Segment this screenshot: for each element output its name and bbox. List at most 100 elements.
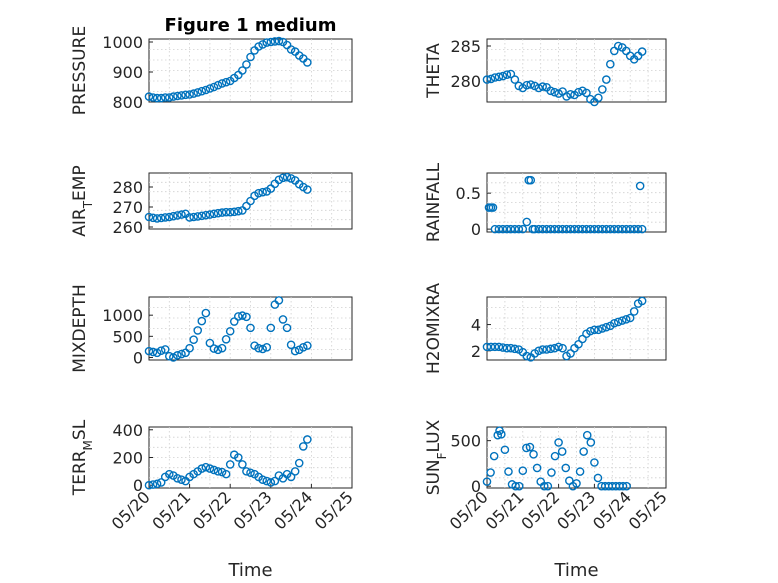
y-tick-label: 270 [112, 198, 143, 217]
data-point [538, 224, 547, 234]
data-point [246, 52, 255, 62]
data-point [526, 175, 536, 185]
data-point [539, 481, 549, 491]
data-point [225, 326, 235, 336]
y-axis-label: RAINFALL [424, 162, 444, 242]
x-axis-label: Time [553, 560, 598, 581]
data-point [578, 224, 587, 234]
data-point [625, 224, 635, 234]
data-point [286, 174, 296, 183]
data-point [238, 460, 247, 469]
x-tick-label: 05/23 [553, 487, 599, 533]
data-point [164, 469, 174, 479]
data-point [286, 45, 296, 54]
data-point [538, 82, 547, 91]
data-point [177, 210, 186, 219]
data-point [550, 224, 559, 234]
y-tick-label: 280 [450, 72, 481, 91]
data-point [598, 224, 607, 234]
data-point [169, 353, 178, 362]
data-point [635, 181, 645, 191]
data-point [498, 71, 508, 81]
data-point [201, 85, 211, 95]
data-point [522, 80, 532, 90]
data-point [543, 481, 553, 491]
data-point [217, 208, 227, 217]
data-point [617, 316, 627, 325]
data-point [221, 334, 231, 344]
data-point [538, 345, 547, 354]
data-point [213, 208, 223, 218]
data-point [486, 468, 495, 477]
y-tick-label: 0 [471, 477, 481, 496]
data-point [246, 323, 255, 333]
data-point [270, 476, 280, 486]
data-point [189, 335, 198, 345]
data-point [490, 342, 500, 352]
data-point [144, 212, 154, 222]
y-tick-label: 1000 [102, 33, 143, 52]
data-point [590, 458, 599, 467]
data-point [590, 325, 599, 335]
y-tick-label: 500 [450, 432, 481, 451]
data-point [525, 442, 535, 452]
data-point [156, 346, 166, 355]
data-point [144, 346, 154, 356]
data-point [504, 467, 513, 476]
data-point [303, 58, 312, 67]
data-point [490, 224, 500, 234]
data-point [221, 77, 231, 87]
data-point [518, 466, 528, 476]
data-point [534, 346, 544, 356]
data-point [613, 224, 623, 234]
data-point [498, 224, 508, 234]
data-point [274, 36, 284, 46]
data-point [486, 342, 496, 352]
data-point [572, 479, 581, 488]
data-point [290, 346, 300, 356]
data-point [598, 324, 607, 333]
panel-theta: 280 285 THETA [424, 37, 667, 107]
data-point [164, 351, 174, 361]
data-point [294, 458, 304, 468]
data-point [286, 472, 296, 482]
data-point [594, 224, 603, 234]
data-point [609, 318, 619, 328]
data-point [579, 447, 588, 456]
y-tick-label: 4 [471, 316, 481, 335]
data-point [225, 207, 235, 217]
y-axis-label: PRESSURE [70, 26, 90, 115]
data-point [582, 430, 592, 440]
data-point [303, 185, 312, 194]
data-point [506, 224, 516, 234]
data-point [282, 172, 292, 182]
data-point [486, 74, 496, 84]
data-point [534, 83, 544, 93]
data-point [173, 473, 182, 483]
data-point [532, 463, 542, 473]
data-point [229, 207, 239, 217]
data-point [554, 438, 563, 447]
data-point [502, 70, 512, 79]
data-point [578, 334, 587, 344]
y-tick-label: 400 [112, 421, 143, 440]
data-point [482, 75, 492, 84]
data-point [575, 467, 585, 476]
data-point [217, 343, 227, 353]
data-point [185, 213, 194, 222]
data-point [258, 187, 267, 197]
data-point [221, 469, 231, 479]
data-point [510, 224, 520, 234]
y-tick-label: 0 [133, 348, 143, 367]
data-point [169, 211, 178, 221]
data-point [526, 80, 536, 89]
data-point [205, 210, 215, 219]
y-axis-label: THETA [424, 43, 444, 99]
data-point [522, 217, 532, 227]
data-point [193, 88, 203, 97]
data-point [586, 326, 595, 336]
data-point [152, 214, 162, 223]
data-point [303, 341, 312, 350]
data-point [514, 224, 524, 234]
